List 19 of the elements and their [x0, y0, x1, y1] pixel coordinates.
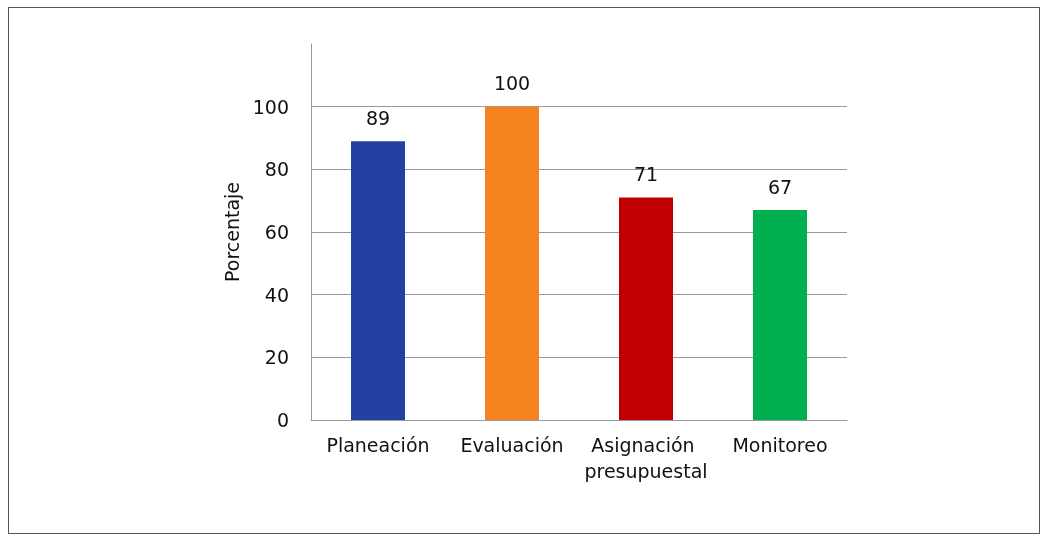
data-label: 67 — [767, 175, 793, 198]
y-tick-label: 40 — [264, 283, 289, 306]
data-label: 71 — [633, 163, 659, 186]
y-tick-label: 80 — [264, 158, 289, 181]
x-tick-label: Monitoreo — [732, 434, 828, 456]
bar — [619, 197, 673, 420]
x-tick-label: Planeación — [326, 434, 430, 456]
x-tick-label: Asignación presupuestal — [584, 434, 708, 482]
y-tick-label: 20 — [264, 346, 289, 369]
x-tick-label: Evaluación — [460, 434, 564, 456]
y-tick-label: 0 — [276, 409, 289, 431]
y-tick-label: 60 — [264, 221, 289, 243]
bar — [753, 210, 807, 420]
data-label: 89 — [365, 106, 391, 129]
bar — [485, 106, 539, 420]
bar — [351, 141, 405, 420]
y-tick-label: 100 — [252, 95, 289, 118]
data-label: 100 — [493, 72, 531, 95]
y-axis-title: Porcentaje — [221, 181, 244, 283]
